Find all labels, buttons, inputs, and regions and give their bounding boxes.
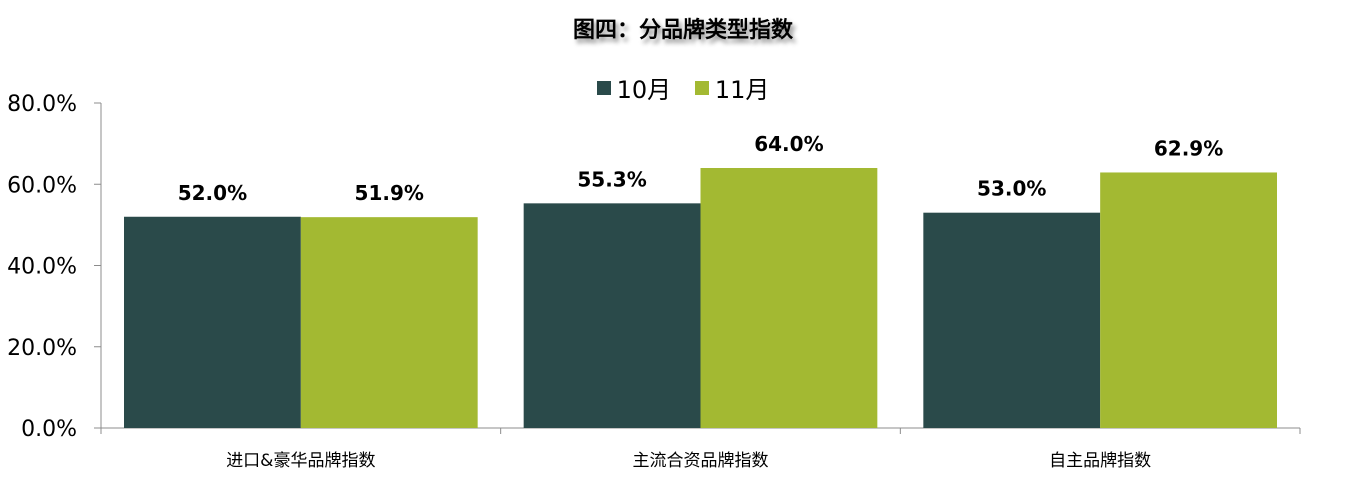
bar-nov [1100,172,1277,428]
y-tick-label: 80.0% [7,92,77,117]
legend-swatch [694,80,709,95]
legend-label: 10月 [616,76,672,104]
bar-oct [124,216,301,428]
y-tick-label: 20.0% [7,336,77,361]
y-tick-label: 60.0% [7,173,77,198]
legend-item-oct: 10月 [596,70,672,105]
data-label: 55.3% [577,167,646,191]
legend-item-nov: 11月 [694,70,770,105]
y-tick-label: 0.0% [21,417,77,442]
bar-oct [523,203,701,428]
x-tick-label: 自主品牌指数 [1049,451,1151,471]
data-label: 53.0% [977,177,1046,201]
legend-swatch [596,80,611,95]
y-tick-label: 40.0% [7,255,77,280]
chart-title: 图四：分品牌类型指数 [572,18,793,43]
data-label: 62.9% [1154,136,1223,160]
data-label: 52.0% [178,181,247,205]
data-label: 64.0% [754,132,823,156]
x-tick-label: 进口&豪华品牌指数 [226,450,375,471]
x-tick-label: 主流合资品牌指数 [633,451,769,471]
bar-nov [700,168,878,428]
bar-nov [300,217,478,428]
legend: 10月 11月 [0,70,1366,105]
data-label: 51.9% [355,181,424,205]
legend-label: 11月 [714,76,770,104]
bar-oct [923,212,1101,428]
